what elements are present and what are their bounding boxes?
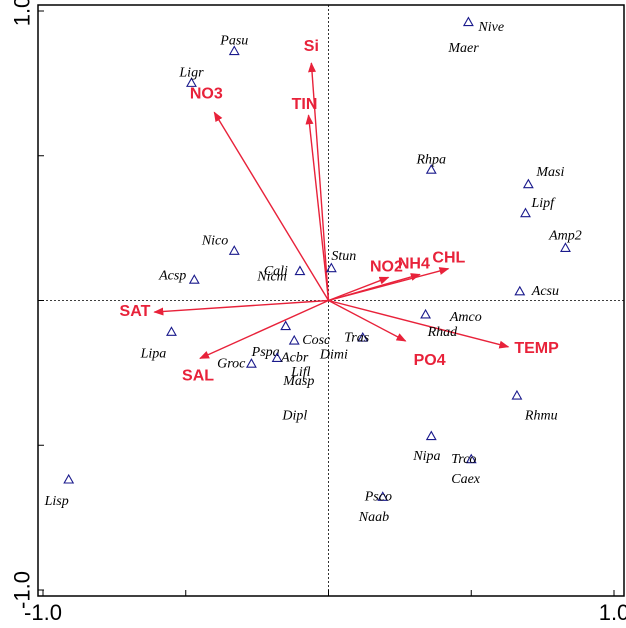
vector-arrow-chl [328, 267, 450, 302]
species-label-acsp: Acsp [158, 268, 186, 283]
species-marker-lipf [520, 207, 531, 218]
species-marker-acsu [514, 285, 526, 296]
y-tick-label: -1.0 [10, 571, 35, 609]
species-label-lisp: Lisp [44, 494, 69, 509]
species-marker-groc [245, 358, 257, 368]
species-label-rhad: Rhad [427, 325, 459, 340]
species-marker-masi [522, 178, 534, 189]
species-marker-pasu [228, 45, 240, 56]
species-marker-trco [465, 453, 477, 464]
species-label-acbr: Acbr [280, 351, 309, 366]
vector-label-no2: NO2 [370, 258, 403, 275]
species-label-nive: Nive [477, 20, 504, 35]
species-points: Nive Maer Pasu Ligr Rhpa Masi Lipf Amp2 Acsu Nico… [44, 16, 582, 525]
species-label-rhpa: Rhpa [415, 152, 446, 167]
species-label-tras: Tras [344, 330, 369, 345]
species-marker-nipa [425, 430, 437, 441]
species-label-lipa: Lipa [140, 347, 167, 362]
vector-arrow-tin [305, 114, 330, 301]
species-marker-rhad [420, 308, 432, 319]
vector-arrow-no2 [328, 276, 390, 302]
species-label-acsu: Acsu [531, 284, 559, 299]
species-marker-cali [294, 265, 306, 276]
x-tick-label: -1.0 [24, 600, 62, 625]
species-label-pspa: Pspa [251, 345, 280, 360]
species-label-nicm: Nicm [256, 270, 287, 285]
vector-label-po4: PO4 [414, 352, 446, 369]
species-marker-cosc [288, 334, 300, 345]
species-marker-nico [228, 245, 240, 255]
y-tick-label: 1.0 [10, 0, 35, 26]
vector-label-temp: TEMP [514, 340, 559, 357]
vector-arrow-si [308, 62, 330, 301]
vector-arrow-no3 [213, 111, 330, 301]
species-marker-nive [462, 16, 474, 27]
species-label-cali: Cali [264, 264, 288, 279]
species-label-amp2: Amp2 [548, 229, 582, 244]
species-marker-stun [325, 262, 337, 273]
species-marker-pspa [280, 320, 292, 331]
species-marker-rhpa [425, 164, 437, 174]
species-marker-lisp [63, 473, 75, 484]
species-label-naab: Naab [358, 510, 389, 525]
species-label-stun: Stun [331, 249, 356, 264]
species-label-maer: Maer [447, 41, 479, 56]
species-marker-acsp [188, 274, 200, 284]
vector-label-sal: SAL [182, 367, 214, 384]
vector-label-no3: NO3 [190, 85, 223, 102]
species-marker-ligr [186, 77, 197, 87]
species-label-pasu: Pasu [219, 34, 248, 49]
species-label-masp: Masp [282, 374, 314, 389]
vector-label-tin: TIN [292, 96, 318, 113]
species-marker-tras [357, 332, 369, 342]
vector-label-nh4: NH4 [398, 255, 430, 272]
species-label-lipf: Lipf [530, 196, 556, 211]
species-marker-amp2 [560, 242, 571, 252]
species-label-lifl: Lifl [290, 365, 311, 380]
vector-arrow-po4 [328, 299, 407, 342]
species-marker-lipa [166, 326, 177, 336]
vector-arrow-sal [199, 299, 329, 360]
vector-label-sat: SAT [120, 303, 151, 320]
vector-label-si: Si [304, 38, 319, 55]
species-label-dimi: Dimi [319, 348, 348, 363]
species-marker-psco [377, 491, 389, 501]
vector-arrow-temp [328, 299, 510, 349]
x-tick-label: 1.0 [599, 600, 626, 625]
species-label-dipl: Dipl [281, 409, 307, 424]
species-marker-acbr [271, 352, 283, 362]
species-label-ligr: Ligr [178, 66, 204, 81]
species-label-nipa: Nipa [412, 449, 440, 464]
vector-label-chl: CHL [432, 250, 465, 267]
species-label-caex: Caex [451, 472, 481, 487]
species-label-groc: Groc [217, 356, 246, 371]
species-label-trco: Trco [451, 452, 476, 467]
axis-ticks: 1.0 -1.0-1.0 1.0 [10, 0, 626, 625]
species-label-rhmu: Rhmu [524, 408, 558, 423]
species-label-nico: Nico [201, 234, 228, 249]
species-label-cosc: Cosc [302, 333, 331, 348]
vector-arrow-sat [153, 299, 329, 316]
species-label-psco: Psco [364, 490, 392, 505]
species-label-masi: Masi [535, 165, 564, 180]
species-label-amco: Amco [449, 310, 482, 325]
species-marker-rhmu [511, 389, 523, 400]
